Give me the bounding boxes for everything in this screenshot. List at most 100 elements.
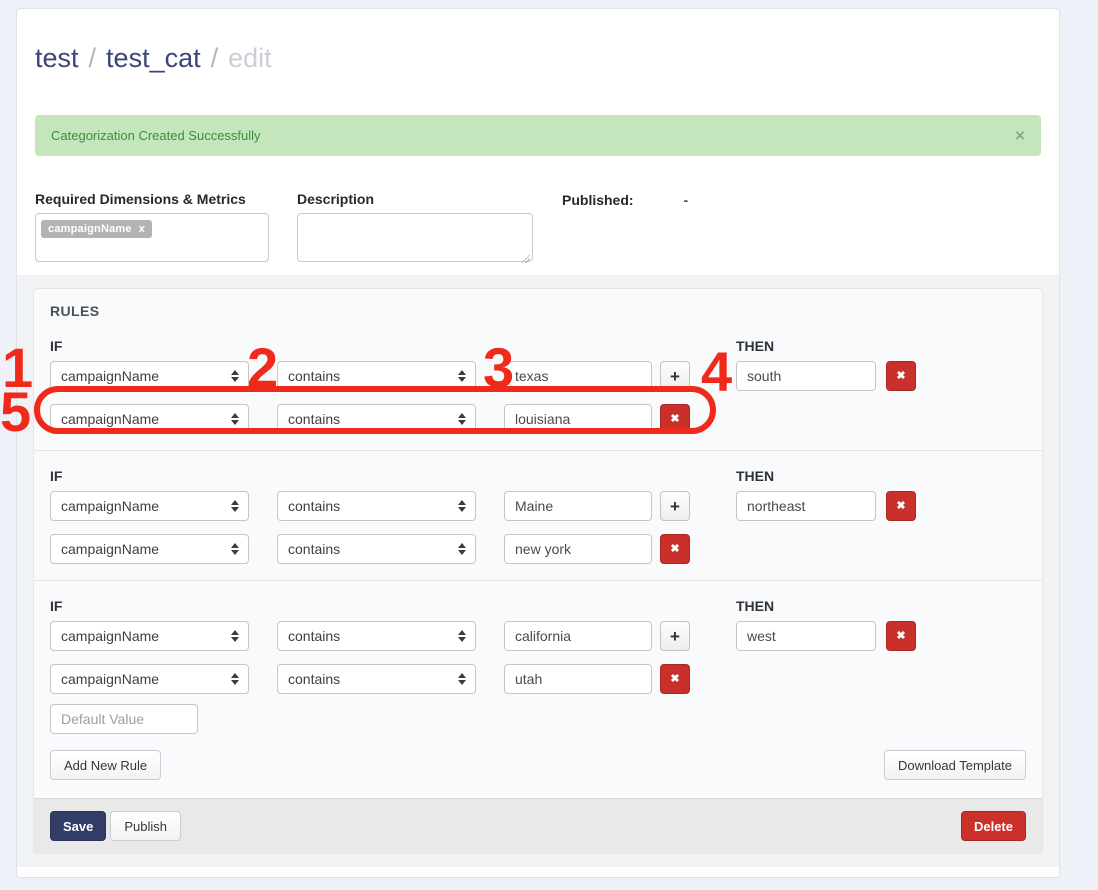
metadata-form-row: Required Dimensions & Metrics campaignNa… [35,191,1041,267]
then-label: THEN [736,468,775,484]
condition-value-input[interactable] [504,664,652,694]
alert-close-icon[interactable]: × [1015,126,1025,145]
select-caret-icon [458,543,466,555]
add-condition-button[interactable]: + [660,491,690,521]
operator-select[interactable]: contains [277,621,476,651]
edit-categorization-card: test / test_cat / edit Categorization Create… [16,8,1060,878]
remove-rule-button[interactable]: ✖ [886,361,916,391]
dimension-select-value: campaignName [61,368,160,384]
operator-select[interactable]: contains [277,491,476,521]
rule-row: campaignName contains ✖ [50,404,736,434]
add-condition-button[interactable]: + [660,361,690,391]
operator-select-value: contains [288,411,341,427]
condition-value-input[interactable] [504,404,652,434]
then-label: THEN [736,598,775,614]
select-caret-icon [458,413,466,425]
tag-remove-icon[interactable]: x [138,223,146,235]
breadcrumb-link-test[interactable]: test [35,43,79,73]
rule-row: campaignName contains + [50,491,736,521]
remove-icon: ✖ [670,542,680,555]
if-label: IF [50,468,63,484]
download-template-button[interactable]: Download Template [884,750,1026,780]
select-caret-icon [458,370,466,382]
then-value-input[interactable] [736,491,876,521]
select-caret-icon [231,630,239,642]
dimension-select[interactable]: campaignName [50,621,249,651]
operator-select-value: contains [288,628,341,644]
default-value-row [34,694,1042,734]
remove-rule-button[interactable]: ✖ [886,621,916,651]
operator-select-value: contains [288,368,341,384]
dimension-select[interactable]: campaignName [50,664,249,694]
published-value: - [683,192,689,208]
published-label: Published: [562,192,634,208]
rules-section: RULES IF campaignName contains [17,275,1059,867]
rules-panel: RULES IF campaignName contains [33,288,1043,854]
rule-group-2: IF campaignName contains + [34,451,1042,581]
rules-actions-row: Add New Rule Download Template [34,734,1042,798]
breadcrumb: test / test_cat / edit [35,43,1041,74]
remove-condition-button[interactable]: ✖ [660,664,690,694]
breadcrumb-separator: / [88,43,97,73]
operator-select-value: contains [288,498,341,514]
then-row: ✖ [736,361,1026,391]
operator-select[interactable]: contains [277,664,476,694]
operator-select-value: contains [288,541,341,557]
dimension-select[interactable]: campaignName [50,534,249,564]
default-value-input[interactable] [50,704,198,734]
delete-button[interactable]: Delete [960,811,1026,841]
remove-icon: ✖ [670,672,680,685]
condition-value-input[interactable] [504,534,652,564]
if-label: IF [50,338,63,354]
select-caret-icon [231,500,239,512]
remove-icon: ✖ [670,412,680,425]
operator-select-value: contains [288,671,341,687]
add-condition-button[interactable]: + [660,621,690,651]
operator-select[interactable]: contains [277,361,476,391]
description-textarea[interactable] [297,213,533,262]
required-dimensions-field[interactable]: campaignName x [35,213,269,262]
select-caret-icon [458,630,466,642]
remove-rule-button[interactable]: ✖ [886,491,916,521]
then-value-input[interactable] [736,361,876,391]
add-new-rule-button[interactable]: Add New Rule [50,750,162,780]
publish-button[interactable]: Publish [110,811,182,841]
dimension-select-value: campaignName [61,498,160,514]
dimension-tag: campaignName x [41,220,153,238]
remove-icon: ✖ [896,499,906,512]
plus-icon: + [670,366,680,386]
operator-select[interactable]: contains [277,534,476,564]
then-value-input[interactable] [736,621,876,651]
rule-group-1: IF campaignName contains + [34,323,1042,451]
dimension-select-value: campaignName [61,411,160,427]
condition-value-input[interactable] [504,621,652,651]
required-dimensions-label: Required Dimensions & Metrics [35,191,246,207]
dimension-select[interactable]: campaignName [50,404,249,434]
remove-condition-button[interactable]: ✖ [660,404,690,434]
if-label: IF [50,598,63,614]
select-caret-icon [458,673,466,685]
select-caret-icon [231,370,239,382]
rule-row: campaignName contains + [50,361,736,391]
condition-value-input[interactable] [504,491,652,521]
save-button[interactable]: Save [50,811,107,841]
select-caret-icon [231,673,239,685]
breadcrumb-link-test-cat[interactable]: test_cat [106,43,201,73]
rule-row: campaignName contains ✖ [50,664,736,694]
remove-condition-button[interactable]: ✖ [660,534,690,564]
description-label: Description [297,191,375,207]
rule-group-3: IF campaignName contains + [34,581,1042,694]
operator-select[interactable]: contains [277,404,476,434]
then-row: ✖ [736,621,1026,651]
rule-row: campaignName contains + [50,621,736,651]
select-caret-icon [458,500,466,512]
dimension-select[interactable]: campaignName [50,491,249,521]
dimension-select-value: campaignName [61,541,160,557]
condition-value-input[interactable] [504,361,652,391]
select-caret-icon [231,413,239,425]
then-label: THEN [736,338,775,354]
remove-icon: ✖ [896,369,906,382]
dimension-select[interactable]: campaignName [50,361,249,391]
rule-row: campaignName contains ✖ [50,534,736,564]
breadcrumb-separator: / [210,43,219,73]
